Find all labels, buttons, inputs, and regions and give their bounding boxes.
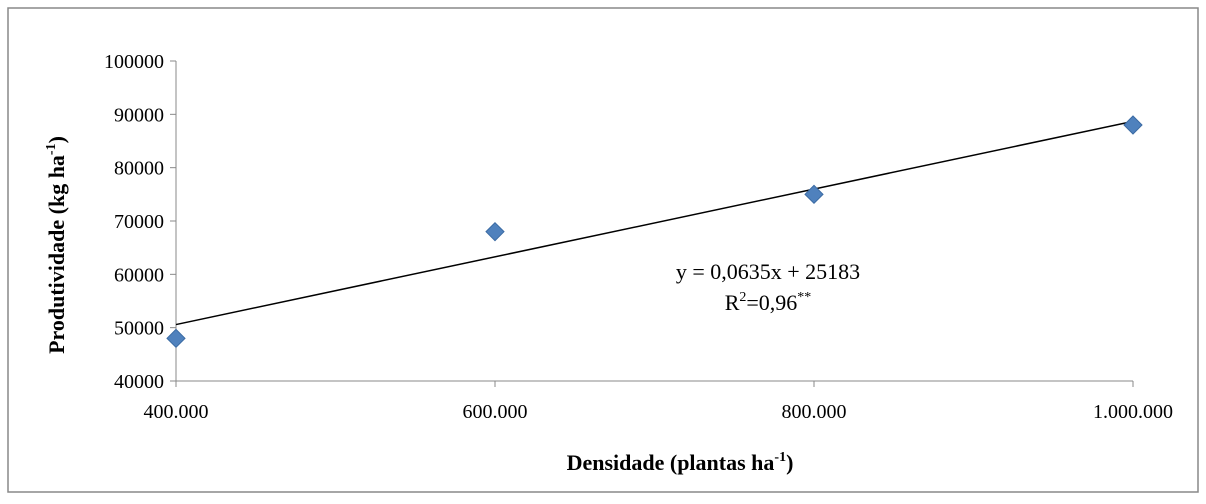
x-tick-label: 400.000 xyxy=(144,401,209,423)
x-axis-title-end: ) xyxy=(786,450,793,475)
data-point xyxy=(485,221,505,242)
y-axis-title-end: ) xyxy=(44,136,69,143)
r2-significance: ** xyxy=(797,290,811,305)
y-axis-title-sup: -1 xyxy=(44,143,59,155)
x-axis-title: Densidade (plantas ha-1) xyxy=(567,450,794,475)
x-tick-label: 800.000 xyxy=(782,401,847,423)
data-points xyxy=(166,115,1143,349)
data-point xyxy=(166,328,186,349)
trendline xyxy=(175,120,1134,326)
data-point xyxy=(804,184,824,205)
chart-border xyxy=(7,7,1199,493)
y-tick-label: 100000 xyxy=(104,51,164,73)
data-point xyxy=(1123,115,1143,135)
y-tick-label: 80000 xyxy=(114,158,164,180)
y-tick-label: 70000 xyxy=(114,211,164,233)
x-tick-label: 1.000.000 xyxy=(1093,401,1173,423)
x-axis-title-text: Densidade (plantas ha xyxy=(567,450,775,475)
y-tick-label: 90000 xyxy=(114,104,164,126)
r2-label: R2=0,96** xyxy=(725,290,812,315)
r2-exponent: 2 xyxy=(739,290,746,305)
x-tick-label: 600.000 xyxy=(463,401,528,423)
x-axis-title-sup: -1 xyxy=(774,450,786,465)
y-axis-title: Produtividade (kg ha-1) xyxy=(44,136,69,354)
y-tick-label: 50000 xyxy=(114,318,164,340)
y-axis-title-text: Produtividade (kg ha xyxy=(44,155,69,354)
x-axis: 400.000 600.000 800.000 1.000.000 xyxy=(144,380,1173,423)
y-tick-label: 40000 xyxy=(114,371,164,393)
r2-prefix: R xyxy=(725,290,740,315)
y-tick-label: 60000 xyxy=(114,264,164,286)
y-axis: 40000 50000 60000 70000 80000 90000 100000 xyxy=(104,51,177,393)
equation-label: y = 0,0635x + 25183 xyxy=(676,259,860,284)
trendline-path xyxy=(175,120,1134,326)
r2-value: =0,96 xyxy=(746,290,797,315)
